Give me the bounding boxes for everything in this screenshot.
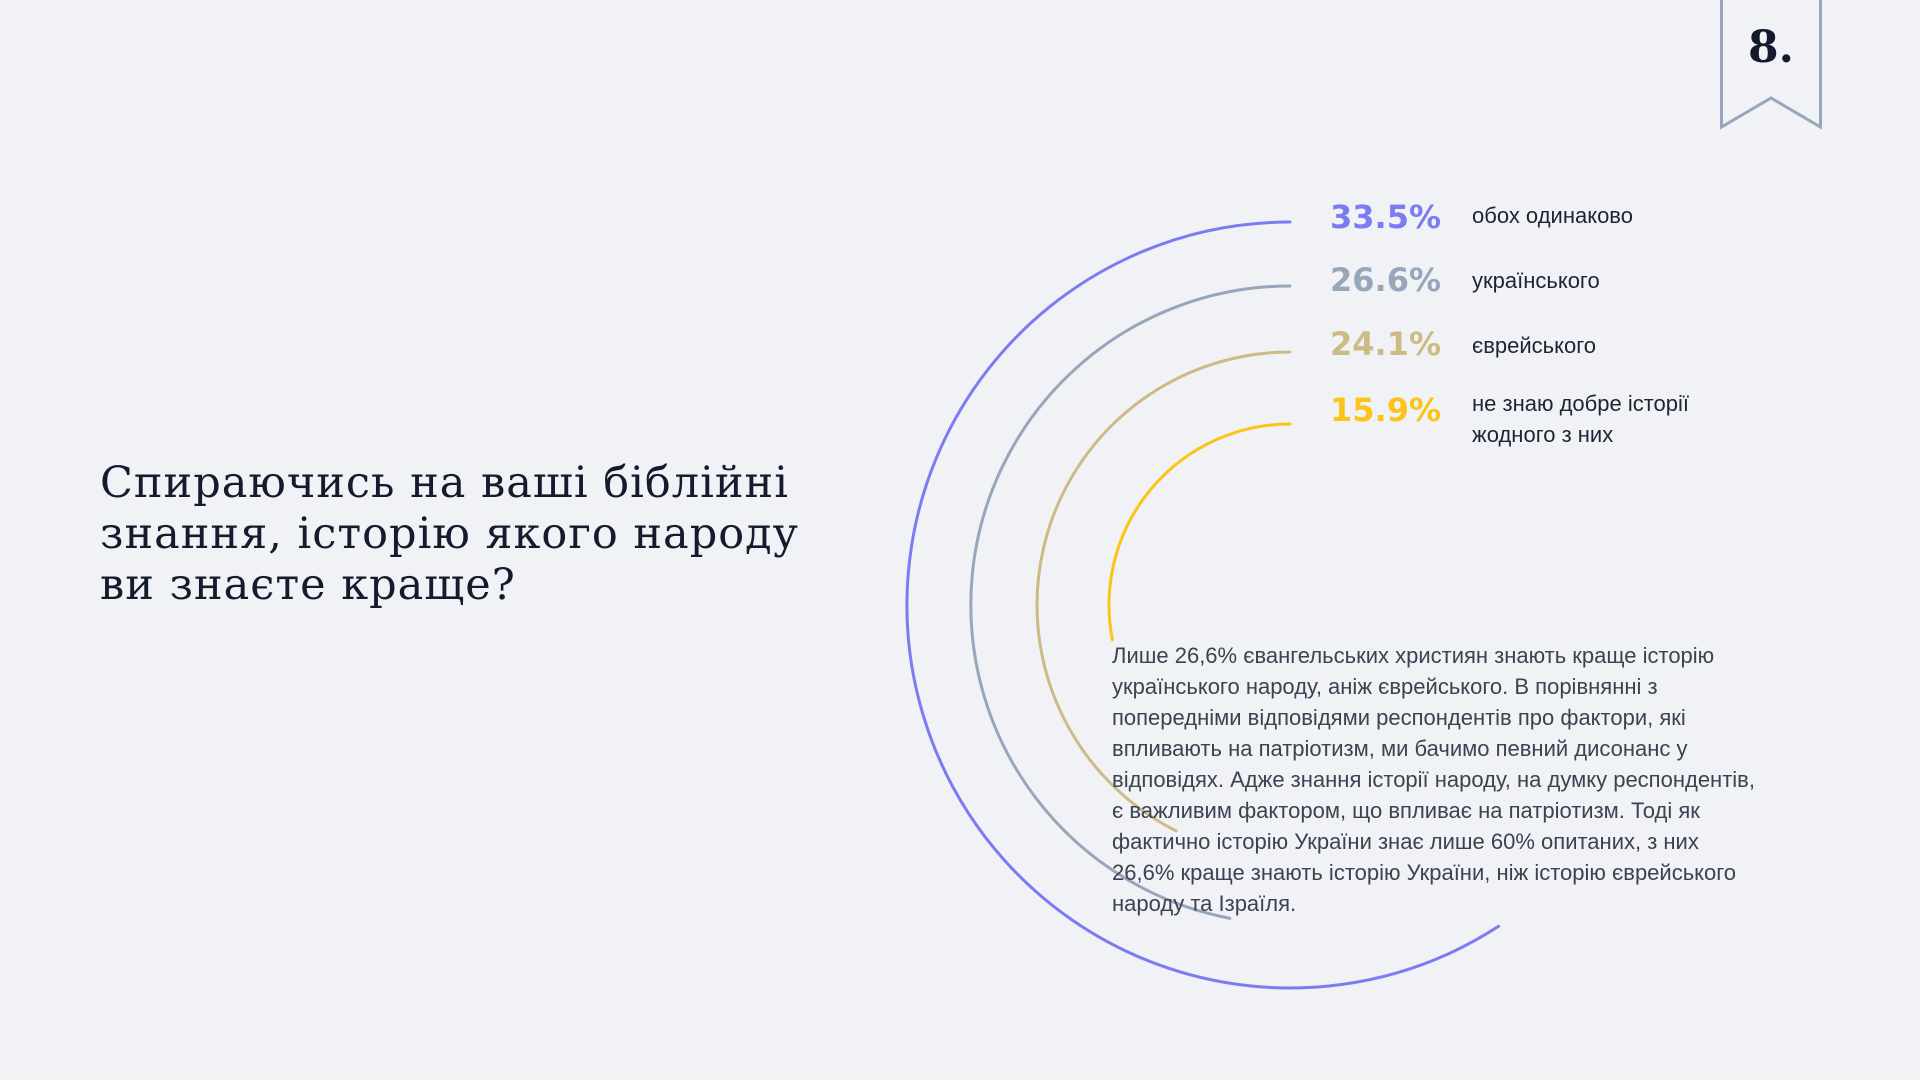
series-label-1: обох одинаково — [1472, 203, 1633, 228]
arc-3 — [1035, 350, 1292, 833]
arc-2 — [969, 284, 1292, 920]
value-label-3: 24.1% — [1330, 325, 1442, 363]
question-title: Спираючись на ваші біблійні знання, істо… — [100, 458, 799, 610]
series-label-4: не знаю добре історії жодного з них — [1472, 391, 1690, 447]
series-label-3: єврейського — [1472, 333, 1597, 358]
bookmark-icon — [1720, 0, 1822, 130]
arc-4 — [1107, 422, 1292, 642]
series-label-2: українського — [1472, 268, 1600, 293]
page-number: 8. — [1748, 22, 1794, 73]
arc-1 — [905, 220, 1501, 990]
value-label-2: 26.6% — [1330, 261, 1442, 299]
value-label-4: 15.9% — [1330, 391, 1442, 429]
description-text: Лише 26,6% євангельських християн знають… — [1112, 643, 1755, 916]
value-label-1: 33.5% — [1330, 198, 1442, 236]
